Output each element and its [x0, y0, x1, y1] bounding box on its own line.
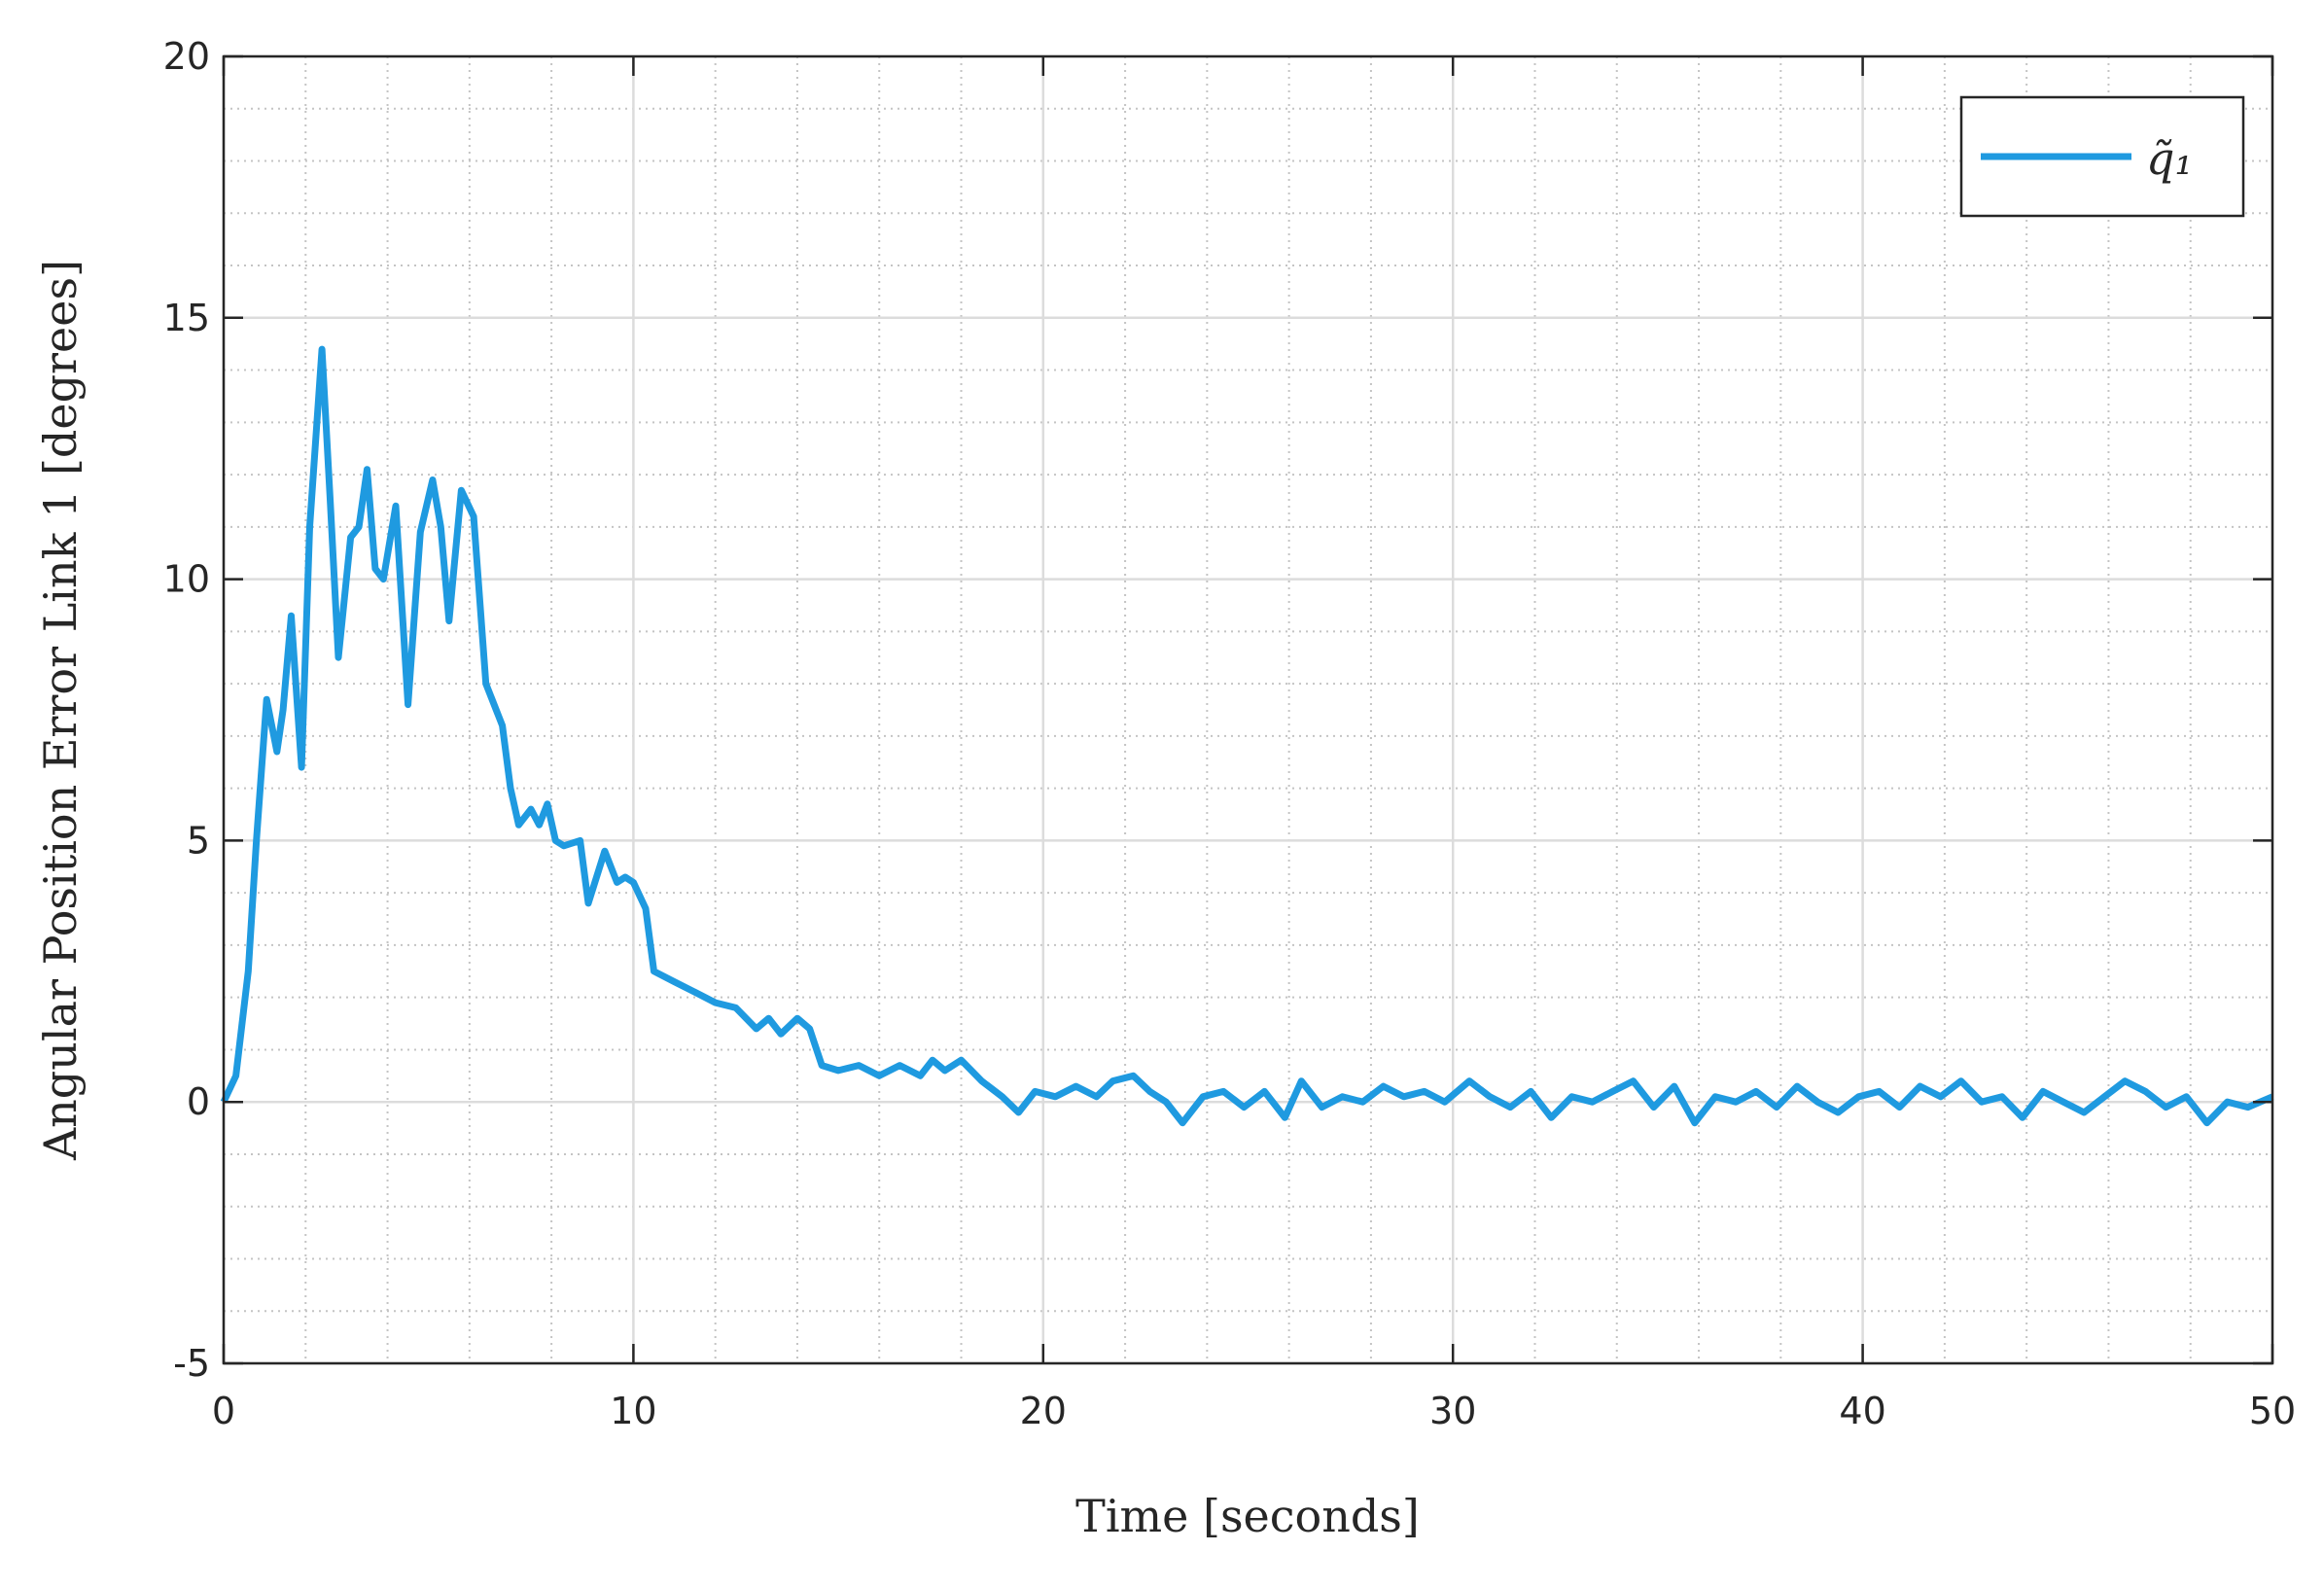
x-tick-label: 30: [1429, 1390, 1476, 1432]
y-tick-label: 15: [163, 297, 210, 339]
x-tick-label: 10: [610, 1390, 656, 1432]
legend-label: q̃₁: [2146, 132, 2193, 185]
x-tick-label: 50: [2249, 1390, 2296, 1432]
data-line: [220, 345, 2274, 1127]
x-axis-label: Time [seconds]: [1075, 1490, 1420, 1542]
y-tick-label: 5: [187, 819, 210, 862]
y-tick-label: 20: [163, 35, 210, 78]
plot-frame: [222, 54, 2274, 1365]
y-axis-label: Angular Position Error Link 1 [degrees]: [34, 260, 87, 1161]
y-tick-label: 0: [187, 1080, 210, 1123]
x-tick-label: 0: [212, 1390, 235, 1432]
y-tick-label: 10: [163, 558, 210, 601]
x-tick-label: 20: [1020, 1390, 1067, 1432]
y-tick-label: -5: [173, 1342, 210, 1385]
x-tick-label: 40: [1839, 1390, 1885, 1432]
